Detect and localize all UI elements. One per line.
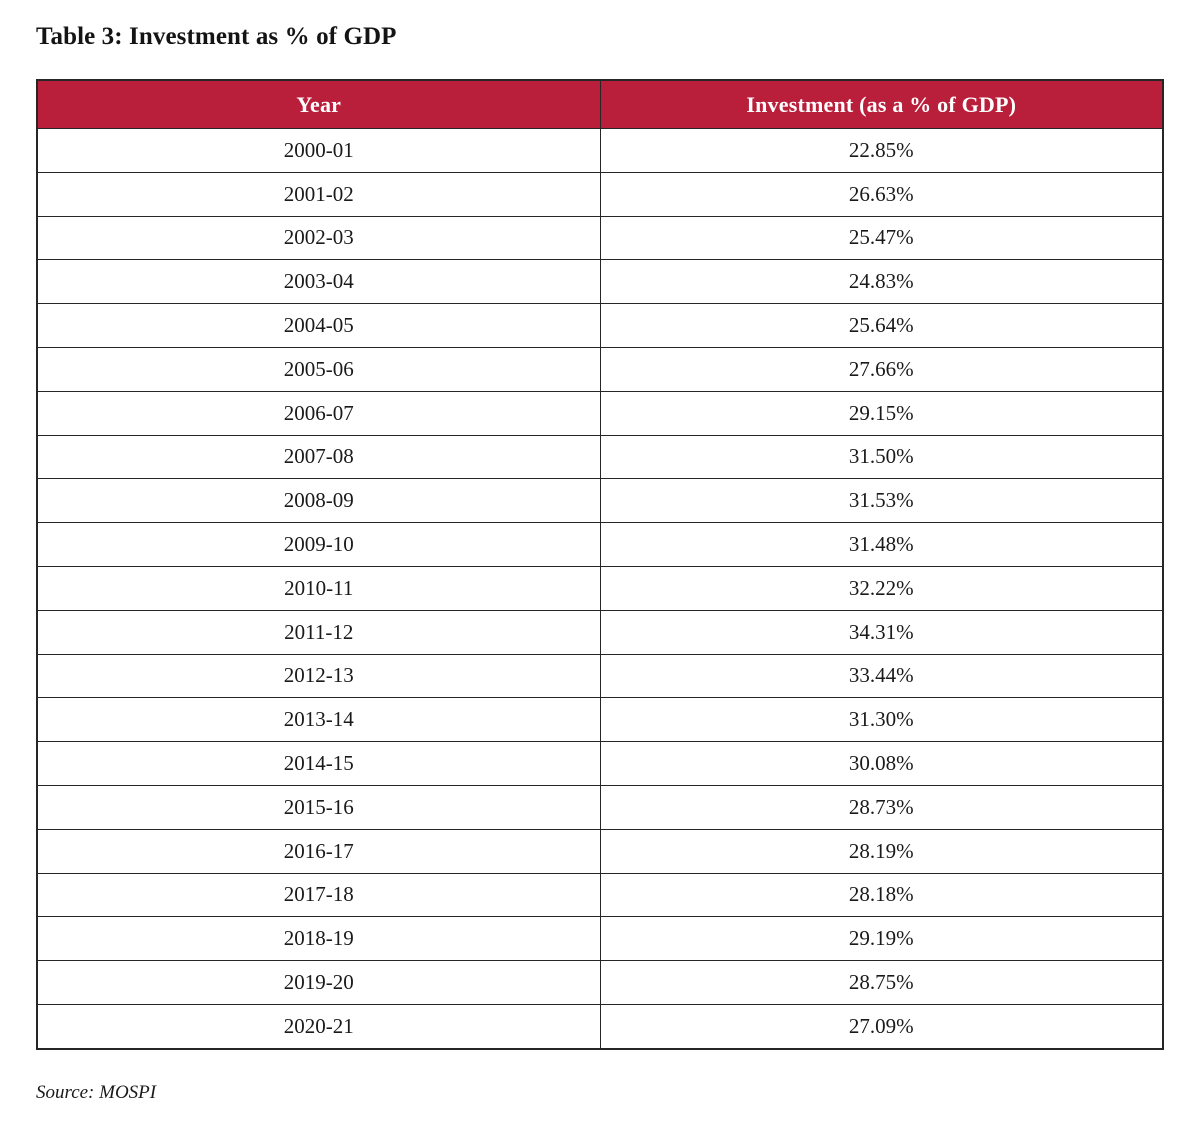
investment-cell: 22.85% [599,128,1164,173]
investment-cell: 25.64% [599,303,1164,348]
year-cell: 2003-04 [36,259,601,305]
year-column-header: Year [36,79,601,129]
table-row: 2020-21 27.09% [36,1003,1164,1050]
investment-cell: 27.66% [599,346,1164,392]
table-header: Year Investment (as a % of GDP) [36,79,1164,129]
table-row: 2015-16 28.73% [36,784,1164,830]
investment-cell: 31.48% [599,522,1164,567]
source-note: Source: MOSPI [36,1081,157,1103]
investment-cell: 25.47% [599,215,1164,261]
year-cell: 2008-09 [36,478,601,524]
table-row: 2010-11 32.22% [36,565,1164,611]
table-header-row: Year Investment (as a % of GDP) [36,79,1164,129]
year-cell: 2004-05 [36,303,601,348]
year-cell: 2002-03 [36,215,601,261]
investment-cell: 31.30% [599,697,1164,743]
document-page: Table 3: Investment as % of GDP Year Inv… [36,23,1164,1103]
table-row: 2014-15 30.08% [36,741,1164,786]
table-row: 2018-19 29.19% [36,916,1164,962]
investment-cell: 28.18% [599,872,1164,918]
year-cell: 2005-06 [36,346,601,392]
table-row: 2012-13 33.44% [36,653,1164,699]
investment-cell: 34.31% [599,609,1164,655]
year-cell: 2011-12 [36,609,601,655]
table-row: 2001-02 26.63% [36,171,1164,217]
table-body: 2000-01 22.85% 2001-02 26.63% 2002-03 25.47% 2… [36,128,1164,1050]
table-row: 2011-12 34.31% [36,609,1164,655]
investment-cell: 28.75% [599,960,1164,1005]
year-cell: 2009-10 [36,522,601,567]
investment-cell: 29.15% [599,390,1164,436]
table-row: 2000-01 22.85% [36,128,1164,173]
investment-cell: 29.19% [599,916,1164,962]
year-cell: 2017-18 [36,872,601,918]
table-row: 2017-18 28.18% [36,872,1164,918]
year-cell: 2014-15 [36,741,601,786]
table-row: 2013-14 31.30% [36,697,1164,743]
investment-cell: 27.09% [599,1003,1164,1050]
table-row: 2016-17 28.19% [36,828,1164,874]
year-cell: 2001-02 [36,171,601,217]
year-cell: 2007-08 [36,434,601,480]
table-row: 2003-04 24.83% [36,259,1164,305]
investment-column-header: Investment (as a % of GDP) [599,79,1164,129]
table-row: 2009-10 31.48% [36,522,1164,567]
table-row: 2005-06 27.66% [36,346,1164,392]
year-cell: 2000-01 [36,128,601,173]
investment-cell: 32.22% [599,565,1164,611]
year-cell: 2013-14 [36,697,601,743]
table-row: 2004-05 25.64% [36,303,1164,348]
investment-cell: 24.83% [599,259,1164,305]
year-cell: 2016-17 [36,828,601,874]
year-cell: 2020-21 [36,1003,601,1050]
table-row: 2008-09 31.53% [36,478,1164,524]
investment-cell: 26.63% [599,171,1164,217]
year-cell: 2010-11 [36,565,601,611]
investment-cell: 33.44% [599,653,1164,699]
table-row: 2006-07 29.15% [36,390,1164,436]
investment-cell: 31.50% [599,434,1164,480]
table-row: 2007-08 31.50% [36,434,1164,480]
investment-cell: 28.19% [599,828,1164,874]
page-title: Table 3: Investment as % of GDP [36,23,397,50]
year-cell: 2012-13 [36,653,601,699]
table-row: 2019-20 28.75% [36,960,1164,1005]
investment-table: Year Investment (as a % of GDP) 2000-01 2… [36,79,1164,1050]
investment-cell: 28.73% [599,784,1164,830]
investment-cell: 30.08% [599,741,1164,786]
year-cell: 2006-07 [36,390,601,436]
year-cell: 2018-19 [36,916,601,962]
investment-cell: 31.53% [599,478,1164,524]
year-cell: 2019-20 [36,960,601,1005]
year-cell: 2015-16 [36,784,601,830]
table-row: 2002-03 25.47% [36,215,1164,261]
